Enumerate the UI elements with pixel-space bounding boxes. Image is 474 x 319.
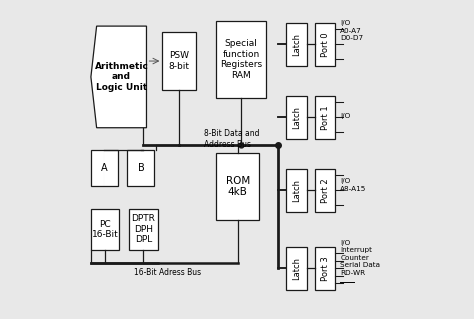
Text: Special
function
Registers
RAM: Special function Registers RAM	[220, 39, 262, 79]
Text: Latch: Latch	[292, 106, 301, 129]
Polygon shape	[91, 26, 146, 128]
Bar	[163, 33, 196, 90]
Text: DPTR
DPH
DPL: DPTR DPH DPL	[131, 214, 155, 244]
Text: Arithmetic
and
Logic Unit: Arithmetic and Logic Unit	[95, 62, 148, 92]
Bar	[286, 247, 307, 290]
Text: Latch: Latch	[292, 33, 301, 56]
Bar	[216, 21, 265, 98]
Bar	[128, 150, 155, 187]
Bar	[286, 169, 307, 212]
Bar	[216, 153, 259, 220]
Text: Latch: Latch	[292, 179, 301, 202]
Bar	[91, 150, 118, 187]
Text: Latch: Latch	[292, 257, 301, 280]
Text: A: A	[101, 163, 108, 173]
Bar	[129, 209, 157, 250]
Text: PC
16-Bit: PC 16-Bit	[92, 220, 118, 239]
Bar	[315, 169, 336, 212]
Text: B: B	[137, 163, 144, 173]
Text: I/O: I/O	[340, 113, 350, 119]
Text: Port 3: Port 3	[320, 256, 329, 281]
Text: Port 0: Port 0	[320, 32, 329, 57]
Bar	[286, 23, 307, 66]
Bar	[286, 96, 307, 139]
Text: Port 1: Port 1	[320, 105, 329, 130]
Bar	[315, 96, 336, 139]
Text: I/O
A8-A15: I/O A8-A15	[340, 178, 366, 192]
Bar	[315, 247, 336, 290]
Bar	[315, 23, 336, 66]
Text: ROM
4kB: ROM 4kB	[226, 176, 250, 197]
Text: 16-Bit Adress Bus: 16-Bit Adress Bus	[134, 268, 201, 277]
Text: PSW
8-bit: PSW 8-bit	[169, 51, 190, 71]
Text: I/O
A0-A7
D0-D7: I/O A0-A7 D0-D7	[340, 20, 364, 41]
Bar	[91, 209, 119, 250]
Text: 8-Bit Data and
Address Bus: 8-Bit Data and Address Bus	[204, 129, 259, 149]
Text: I/O
Interrupt
Counter
Serial Data
RD-WR: I/O Interrupt Counter Serial Data RD-WR	[340, 240, 380, 276]
Text: Port 2: Port 2	[320, 178, 329, 203]
